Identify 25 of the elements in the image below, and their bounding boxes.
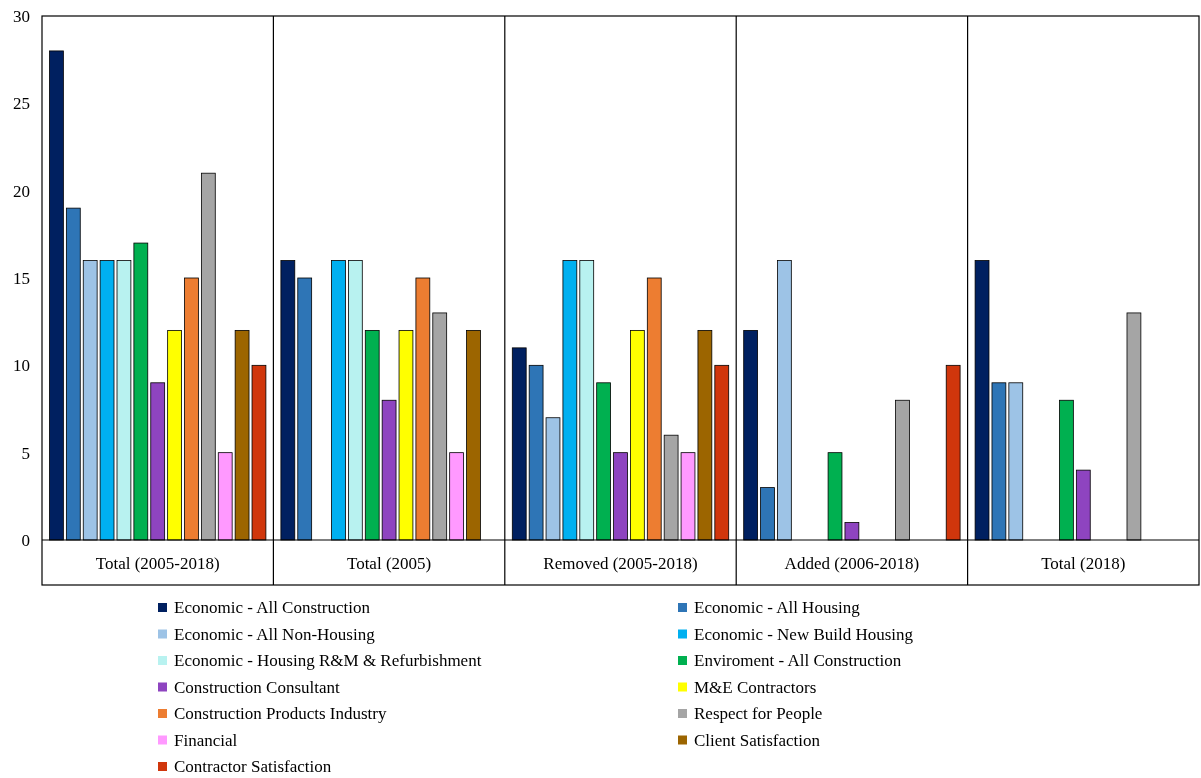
- y-tick-label: 25: [13, 94, 30, 114]
- legend-label: Economic - All Construction: [174, 598, 371, 617]
- x-tick-label: Total (2018): [1041, 553, 1126, 573]
- legend-label: Client Satisfaction: [694, 730, 821, 750]
- x-tick-label: Removed (2005-2018): [543, 553, 698, 573]
- y-tick-label: 15: [13, 269, 30, 288]
- legend-label: Economic - Housing R&M & Refurbishment: [174, 651, 482, 670]
- y-tick-label: 10: [13, 356, 30, 376]
- y-tick-label: 5: [21, 443, 30, 463]
- x-tick-label: Total (2005): [346, 553, 432, 573]
- legend-label: Construction Products Industry: [174, 704, 387, 723]
- legend-label: Economic - All Non-Housing: [174, 624, 376, 644]
- x-tick-label: Added (2006-2018): [784, 553, 920, 573]
- y-tick-label: 30: [13, 7, 30, 26]
- legend-label: Enviroment - All Construction: [694, 651, 902, 670]
- legend-label: M&E Contractors: [694, 677, 817, 697]
- legend-label: Respect for People: [694, 704, 823, 723]
- legend-label: Construction Consultant: [174, 677, 341, 697]
- legend-label: Economic - All Housing: [694, 598, 861, 617]
- legend-label: Contractor Satisfaction: [174, 757, 332, 776]
- legend-label: Economic - New Build Housing: [694, 624, 914, 644]
- y-tick-label: 20: [13, 181, 30, 201]
- legend-label: Financial: [174, 730, 238, 750]
- x-tick-label: Total (2005-2018): [95, 553, 220, 573]
- y-tick-label: 0: [21, 531, 30, 550]
